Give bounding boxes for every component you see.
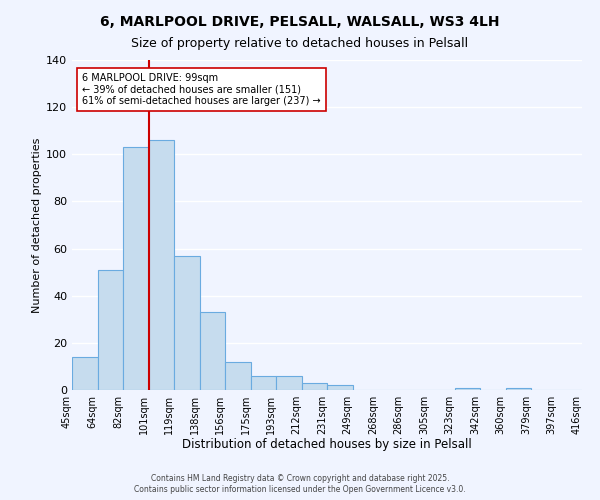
Bar [225, 362, 251, 390]
Bar [327, 386, 353, 390]
Bar [149, 140, 174, 390]
Bar [302, 383, 327, 390]
Bar [123, 147, 149, 390]
Bar [251, 376, 276, 390]
Bar [455, 388, 480, 390]
Text: 6, MARLPOOL DRIVE, PELSALL, WALSALL, WS3 4LH: 6, MARLPOOL DRIVE, PELSALL, WALSALL, WS3… [100, 15, 500, 29]
Bar [199, 312, 225, 390]
Bar [174, 256, 199, 390]
Bar [276, 376, 302, 390]
Y-axis label: Number of detached properties: Number of detached properties [32, 138, 42, 312]
X-axis label: Distribution of detached houses by size in Pelsall: Distribution of detached houses by size … [182, 438, 472, 452]
Bar [505, 388, 531, 390]
Bar [72, 357, 97, 390]
Text: Size of property relative to detached houses in Pelsall: Size of property relative to detached ho… [131, 38, 469, 51]
Text: Contains HM Land Registry data © Crown copyright and database right 2025.
Contai: Contains HM Land Registry data © Crown c… [134, 474, 466, 494]
Text: 6 MARLPOOL DRIVE: 99sqm
← 39% of detached houses are smaller (151)
61% of semi-d: 6 MARLPOOL DRIVE: 99sqm ← 39% of detache… [82, 73, 321, 106]
Bar [97, 270, 123, 390]
